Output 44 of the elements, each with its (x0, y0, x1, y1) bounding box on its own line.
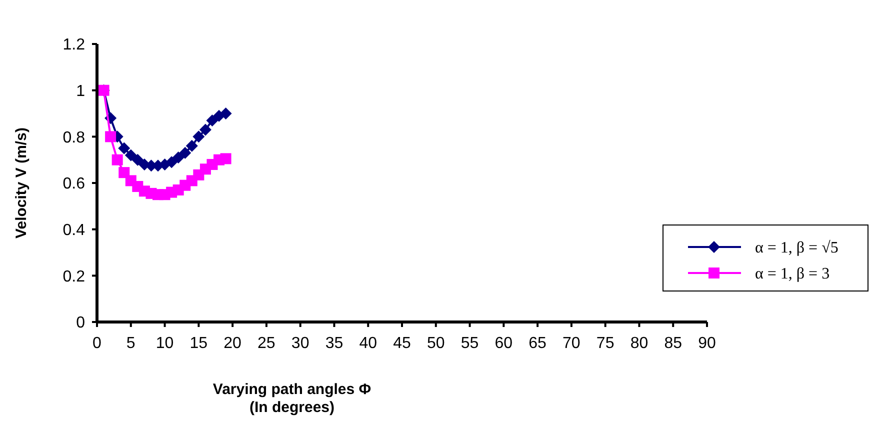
y-tick-label: 0.2 (62, 268, 86, 286)
y-tick-label: 0 (76, 314, 86, 332)
x-tick-label: 40 (359, 335, 378, 352)
point (172, 152, 184, 164)
y-axis-title: Velocity V (m/s) (13, 128, 30, 238)
x-tick-label: 75 (596, 335, 614, 352)
x-tick-label: 15 (190, 335, 208, 352)
point (220, 153, 232, 164)
legend-label: α = 1, β = 3 (755, 266, 830, 283)
y-tick-label: 0.6 (62, 176, 86, 193)
point (118, 142, 130, 154)
point (132, 154, 144, 166)
x-tick-label: 5 (126, 335, 136, 352)
y-tick-label: 0.4 (62, 222, 86, 239)
x-tick-label: 70 (562, 335, 580, 352)
y-tick-label: 1.2 (62, 36, 86, 54)
point (112, 154, 123, 166)
x-tick-label: 85 (664, 335, 682, 352)
y-tick-label: 0.8 (62, 129, 86, 146)
x-tick-label: 50 (426, 335, 445, 352)
x-tick-label: 20 (224, 335, 242, 352)
point (206, 114, 218, 126)
point (220, 108, 232, 120)
point (192, 130, 205, 143)
x-tick-label: 60 (494, 335, 513, 352)
x-tick-label: 45 (393, 335, 411, 352)
x-tick-label: 65 (528, 335, 547, 352)
point (199, 124, 212, 136)
point (105, 131, 116, 142)
x-tick-label: 10 (156, 335, 174, 352)
x-tick-label: 80 (630, 335, 648, 352)
x-tick-label: 55 (460, 335, 479, 352)
y-tick-label: 1 (76, 82, 86, 100)
x-tick-label: 35 (325, 335, 344, 352)
point (166, 156, 178, 168)
point (186, 140, 198, 152)
point (124, 149, 137, 162)
x-tick-label: 25 (258, 335, 276, 352)
point (179, 146, 192, 159)
x-axis-title: Varying path angles Φ (In degrees) (212, 381, 372, 416)
x-tick-label: 90 (698, 335, 716, 352)
legend-label: α = 1, β = √5 (755, 240, 838, 257)
x-tick-label: 0 (92, 335, 102, 352)
x-tick-label: 30 (291, 335, 310, 352)
